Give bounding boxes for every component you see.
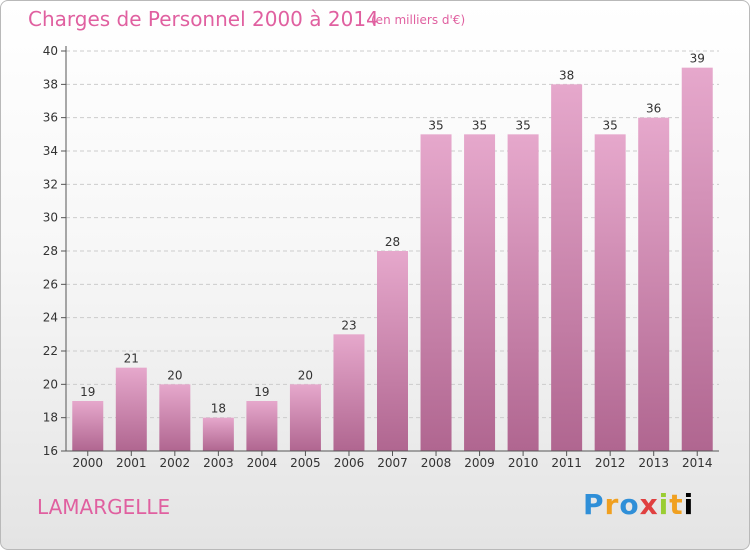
x-tick-label: 2002: [160, 456, 191, 470]
x-tick-label: 2006: [334, 456, 365, 470]
x-tick-label: 2012: [595, 456, 626, 470]
data-label: 20: [298, 368, 313, 382]
data-label: 19: [254, 385, 269, 399]
data-label: 38: [559, 68, 574, 82]
data-label: 35: [472, 118, 487, 132]
y-tick-label: 40: [43, 44, 58, 58]
data-label: 36: [646, 102, 661, 116]
y-tick-label: 34: [43, 144, 58, 158]
y-tick-label: 32: [43, 177, 58, 191]
bar-2014: [681, 67, 713, 452]
bar-2007: [377, 251, 408, 451]
x-tick-label: 2013: [638, 456, 669, 470]
data-label: 20: [167, 368, 182, 382]
data-label: 18: [211, 402, 226, 416]
bar-2001: [115, 367, 147, 451]
data-label: 28: [385, 235, 400, 249]
x-tick-label: 2010: [508, 456, 539, 470]
bar-2009: [464, 134, 496, 452]
data-label: 35: [428, 118, 443, 132]
bar-2008: [420, 134, 452, 452]
x-tick-label: 2000: [72, 456, 103, 470]
bar-2003: [202, 417, 234, 451]
y-tick-label: 16: [43, 444, 58, 458]
bar-2002: [159, 384, 191, 451]
bar-2012: [594, 134, 626, 452]
data-label: 35: [603, 118, 618, 132]
x-tick-label: 2001: [116, 456, 147, 470]
bar-2011: [551, 84, 583, 451]
unit-note: (en milliers d'€): [371, 13, 466, 27]
y-tick-label: 36: [43, 111, 58, 125]
x-tick-label: 2008: [421, 456, 452, 470]
commune-name: LAMARGELLE: [37, 495, 171, 519]
bar-2000: [72, 401, 104, 451]
data-label: 39: [690, 52, 705, 66]
y-tick-label: 24: [43, 311, 58, 325]
data-label: 19: [80, 385, 95, 399]
data-label: 35: [515, 118, 530, 132]
bar-2013: [638, 117, 670, 452]
data-label: 23: [341, 318, 356, 332]
x-tick-label: 2005: [290, 456, 321, 470]
x-tick-label: 2007: [377, 456, 408, 470]
y-tick-label: 22: [43, 344, 58, 358]
x-tick-label: 2003: [203, 456, 234, 470]
chart-title: Charges de Personnel 2000 à 2014: [28, 7, 379, 31]
x-tick-label: 2014: [682, 456, 713, 470]
proxiti-logo: Proxiti: [583, 488, 695, 521]
bar-2005: [289, 384, 321, 451]
y-tick-label: 20: [43, 377, 58, 391]
bar-2006: [333, 334, 365, 451]
x-tick-label: 2011: [551, 456, 582, 470]
y-tick-label: 26: [43, 277, 58, 291]
y-tick-label: 38: [43, 77, 58, 91]
y-tick-label: 28: [43, 244, 58, 258]
bar-2010: [507, 134, 539, 452]
bar-2004: [246, 401, 278, 451]
y-tick-label: 30: [43, 211, 58, 225]
x-tick-label: 2009: [464, 456, 495, 470]
data-label: 21: [124, 352, 139, 366]
x-tick-label: 2004: [247, 456, 278, 470]
y-tick-label: 18: [43, 411, 58, 425]
